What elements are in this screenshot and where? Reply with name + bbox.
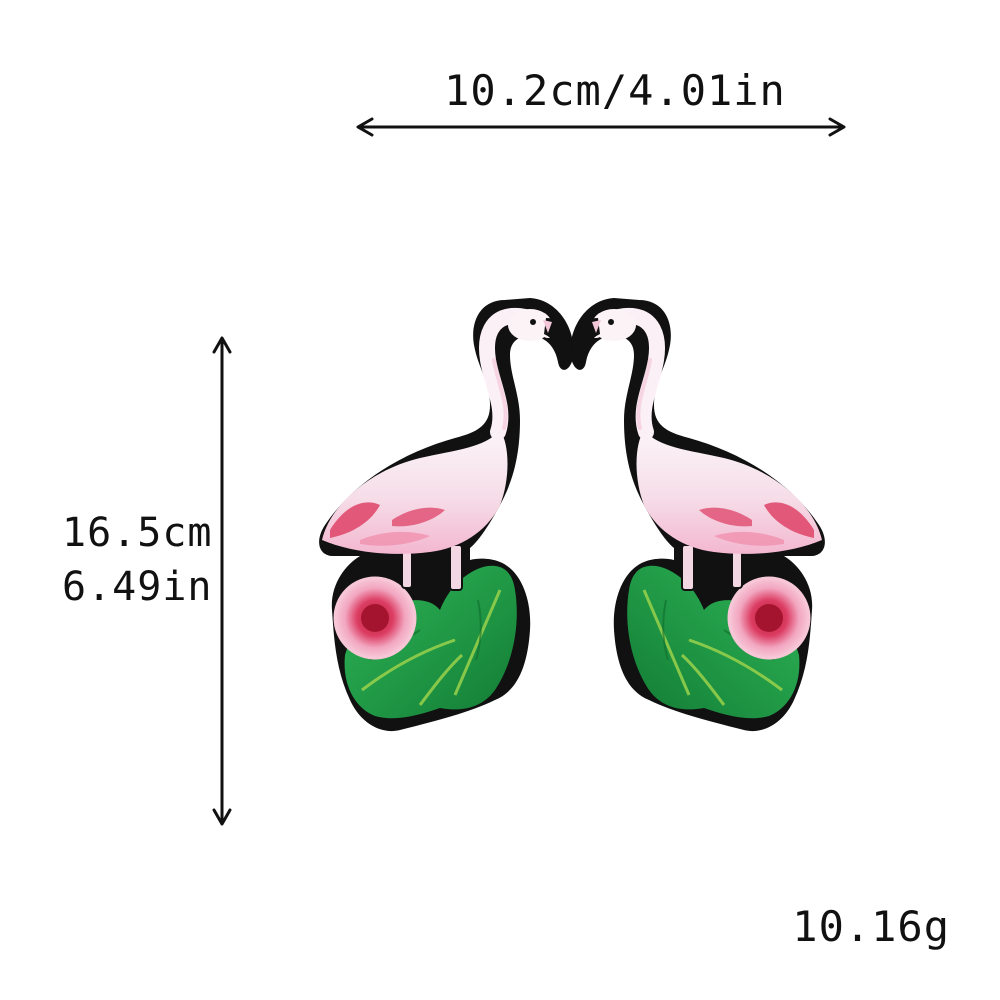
width-dimension-label: 10.2cm/4.01in bbox=[444, 66, 786, 115]
flamingo-patch-right bbox=[570, 298, 824, 731]
width-arrow bbox=[356, 117, 846, 137]
height-arrow bbox=[212, 336, 232, 826]
weight-label: 10.16g bbox=[792, 902, 950, 951]
height-cm-label: 16.5cm bbox=[62, 510, 213, 556]
height-dimension-label: 16.5cm 6.49in bbox=[62, 506, 213, 614]
flamingo-patch-left bbox=[319, 298, 573, 731]
height-in-label: 6.49in bbox=[62, 564, 213, 610]
